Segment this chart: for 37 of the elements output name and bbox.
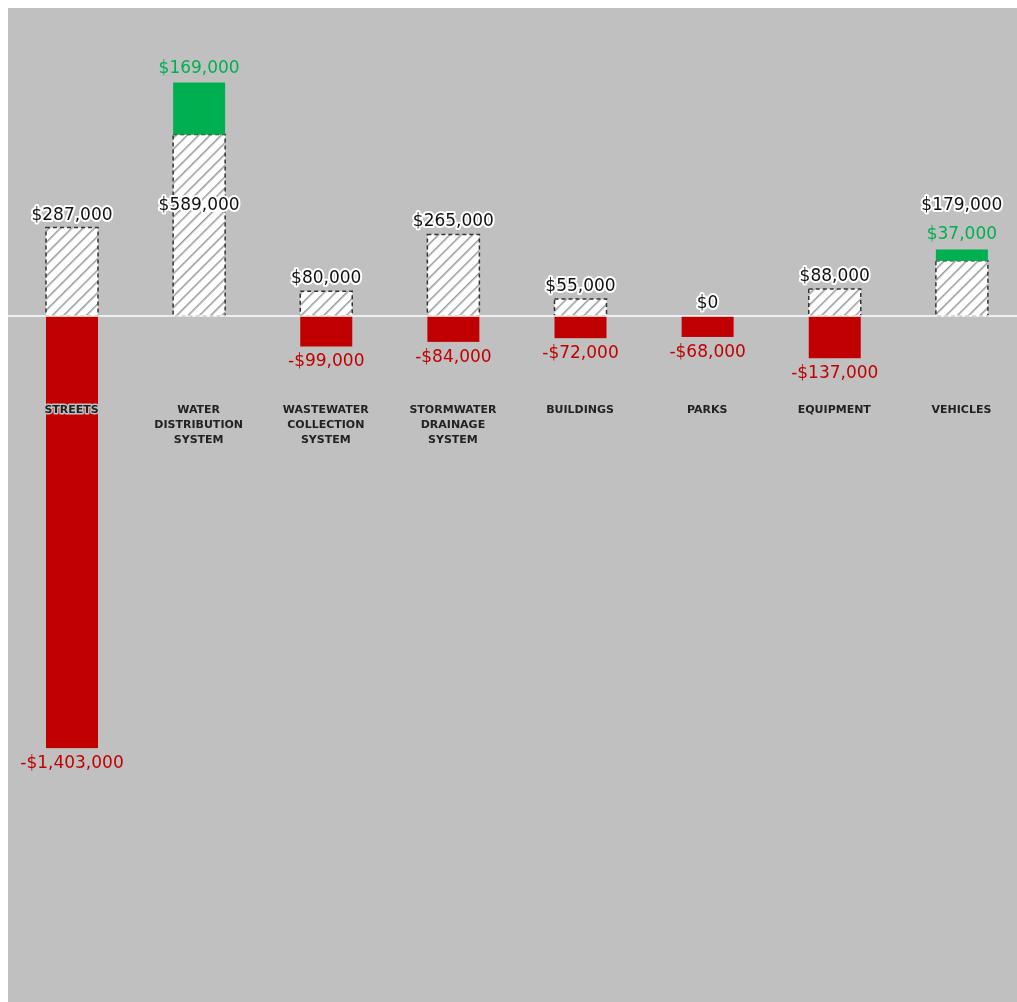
x-tick-label: WATER DISTRIBUTION SYSTEM <box>154 403 244 446</box>
data-label: $80,000 <box>291 267 362 288</box>
data-label: $265,000 <box>412 210 494 231</box>
bar <box>681 316 734 337</box>
bar <box>299 290 353 317</box>
data-label: -$68,000 <box>669 340 746 361</box>
data-label: -$1,403,000 <box>20 752 124 773</box>
bar <box>808 288 862 317</box>
data-label: $55,000 <box>545 275 616 296</box>
data-label: $287,000 <box>31 203 113 224</box>
data-label: -$72,000 <box>542 342 619 363</box>
bar <box>173 82 226 135</box>
data-label: $169,000 <box>158 56 240 77</box>
data-label: $0 <box>696 292 719 312</box>
bar <box>300 316 353 347</box>
data-label: -$99,000 <box>288 350 365 371</box>
bar <box>553 298 608 317</box>
bar <box>554 316 607 339</box>
x-tick-label: EQUIPMENT <box>797 403 872 416</box>
data-label: -$137,000 <box>791 362 879 383</box>
x-tick-label: VEHICLES <box>931 403 992 416</box>
bar <box>426 233 481 317</box>
data-label: $589,000 <box>158 194 240 214</box>
x-tick-label: PARKS <box>686 403 728 416</box>
x-tick-label: WASTEWATER COLLECTION SYSTEM <box>282 403 370 446</box>
bar <box>808 316 861 359</box>
data-label: -$84,000 <box>415 345 492 366</box>
bar <box>935 249 988 261</box>
data-label: $179,000 <box>921 194 1003 214</box>
bar <box>45 226 99 317</box>
x-tick-label: BUILDINGS <box>546 403 615 416</box>
bar <box>427 316 480 342</box>
bar <box>46 316 98 749</box>
data-label: $88,000 <box>799 264 870 285</box>
x-tick-label: STORMWATER DRAINAGE SYSTEM <box>409 403 497 446</box>
data-label: $37,000 <box>926 223 998 244</box>
bar <box>935 260 989 317</box>
